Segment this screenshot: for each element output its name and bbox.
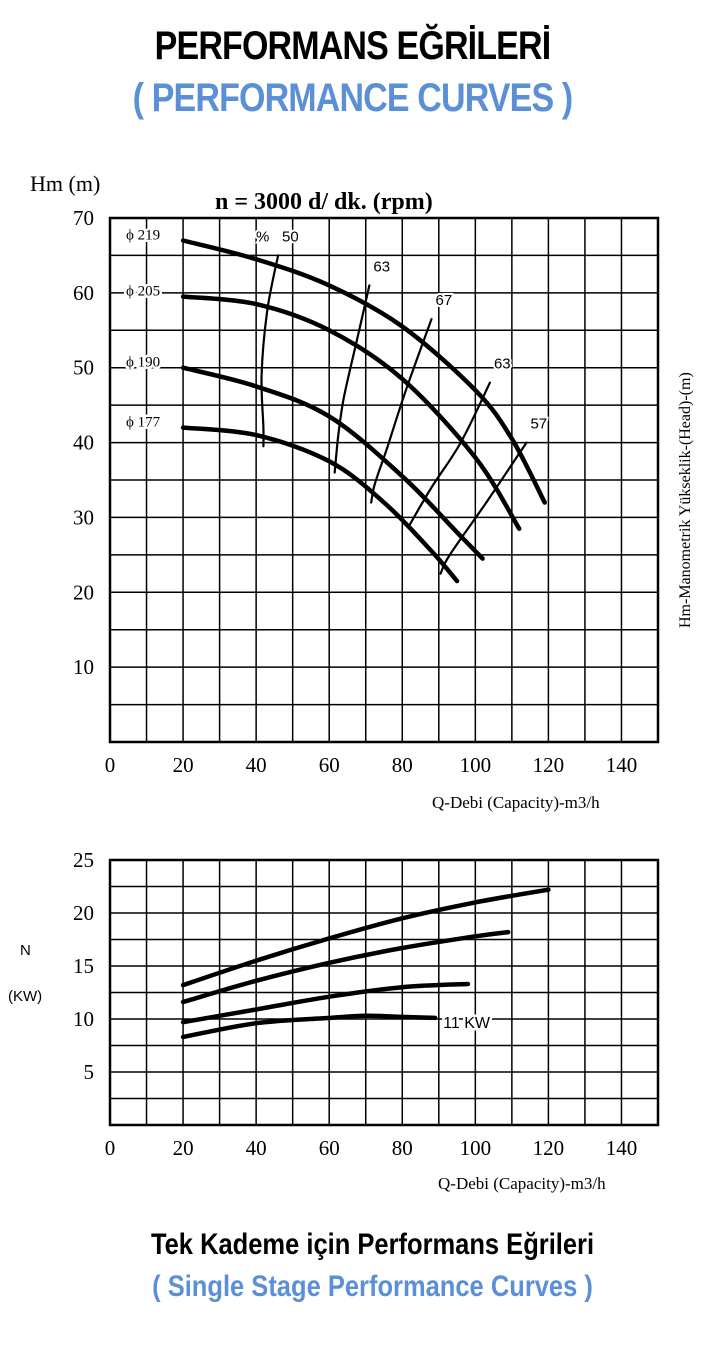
grid bbox=[109, 859, 659, 1126]
x-tick-label: 20 bbox=[173, 1136, 194, 1160]
efficiency-prefix: % bbox=[256, 228, 269, 245]
power-chart-ylabel-unit: (KW) bbox=[8, 988, 42, 1005]
series-line-1 bbox=[180, 238, 547, 505]
x-tick-label: 0 bbox=[105, 753, 116, 777]
y-tick-label: 40 bbox=[73, 431, 94, 455]
y-tick-label: 50 bbox=[73, 356, 94, 380]
y-tick-label: 20 bbox=[73, 580, 94, 604]
page-subtitle: ( PERFORMANCE CURVES ) bbox=[132, 76, 574, 120]
x-tick-label: 100 bbox=[460, 753, 492, 777]
efficiency-curve-5 bbox=[439, 441, 528, 575]
head-chart-xlabel: Q-Debi (Capacity)-m3/h bbox=[432, 793, 600, 812]
series-line-4 bbox=[180, 1013, 438, 1040]
x-tick-label: 0 bbox=[105, 1136, 116, 1160]
efficiency-label: 50 bbox=[282, 228, 299, 245]
x-tick-label: 140 bbox=[606, 753, 638, 777]
efficiency-label: 67 bbox=[435, 292, 452, 309]
series-label: ϕ 219 bbox=[126, 227, 160, 243]
series-line-3 bbox=[180, 365, 485, 561]
x-tick-label: 20 bbox=[173, 753, 194, 777]
y-tick-label: 30 bbox=[73, 505, 94, 529]
power-annotation: 11 KW bbox=[443, 1015, 491, 1032]
x-tick-label: 60 bbox=[319, 753, 340, 777]
series-line-2 bbox=[180, 929, 511, 1005]
x-tick-label: 80 bbox=[392, 1136, 413, 1160]
plot-frame bbox=[108, 216, 660, 744]
power-chart: 0 20 40 60 80 100 120 140 5 10 15 20 25 11 KW bbox=[73, 848, 660, 1160]
head-chart-ylabel-right: Hm-Manometrik Yükseklik-(Head)-(m) bbox=[677, 372, 694, 628]
x-tick-label: 140 bbox=[606, 1136, 638, 1160]
series-line-2 bbox=[180, 294, 522, 531]
footer-title: Tek Kademe için Performans Eğrileri bbox=[150, 1228, 595, 1261]
head-chart: 0 20 40 60 80 100 120 140 10 20 30 40 50 60 70 ϕ 219 ϕ 2… bbox=[73, 206, 660, 777]
y-tick-label: 5 bbox=[84, 1060, 95, 1084]
x-tick-label: 60 bbox=[319, 1136, 340, 1160]
x-tick-label: 40 bbox=[246, 1136, 267, 1160]
head-chart-ylabel: Hm (m) bbox=[30, 171, 100, 196]
x-tick-label: 40 bbox=[246, 753, 267, 777]
page-title: PERFORMANS EĞRİLERİ bbox=[154, 24, 552, 68]
x-tick-label: 120 bbox=[533, 753, 565, 777]
efficiency-curve-1 bbox=[260, 254, 280, 448]
series-line-4 bbox=[180, 425, 460, 584]
footer-subtitle: ( Single Stage Performance Curves ) bbox=[152, 1270, 593, 1303]
series-label: ϕ 177 bbox=[126, 415, 161, 431]
series-label: ϕ 205 bbox=[126, 284, 160, 300]
y-tick-label: 10 bbox=[73, 655, 94, 679]
power-chart-xlabel: Q-Debi (Capacity)-m3/h bbox=[438, 1174, 606, 1193]
efficiency-label: 63 bbox=[373, 258, 390, 275]
x-tick-label: 100 bbox=[460, 1136, 492, 1160]
efficiency-curve-4 bbox=[408, 381, 491, 526]
efficiency-curve-3 bbox=[370, 318, 433, 504]
x-tick-label: 120 bbox=[533, 1136, 565, 1160]
y-tick-label: 25 bbox=[73, 848, 94, 872]
y-tick-label: 20 bbox=[73, 901, 94, 925]
y-tick-label: 70 bbox=[73, 206, 94, 230]
x-tick-label: 80 bbox=[392, 753, 413, 777]
series-line-1 bbox=[180, 887, 551, 988]
y-tick-label: 15 bbox=[73, 954, 94, 978]
y-tick-label: 10 bbox=[73, 1007, 94, 1031]
efficiency-label: 57 bbox=[530, 416, 547, 433]
series-label: ϕ 190 bbox=[126, 355, 160, 371]
head-chart-title: n = 3000 d/ dk. (rpm) bbox=[215, 189, 433, 215]
series-line-3 bbox=[180, 981, 471, 1025]
efficiency-label: 63 bbox=[494, 356, 511, 373]
power-chart-ylabel: N bbox=[20, 942, 31, 959]
plot-frame bbox=[108, 858, 660, 1127]
efficiency-curve-2 bbox=[333, 284, 371, 474]
y-tick-label: 60 bbox=[73, 281, 94, 305]
